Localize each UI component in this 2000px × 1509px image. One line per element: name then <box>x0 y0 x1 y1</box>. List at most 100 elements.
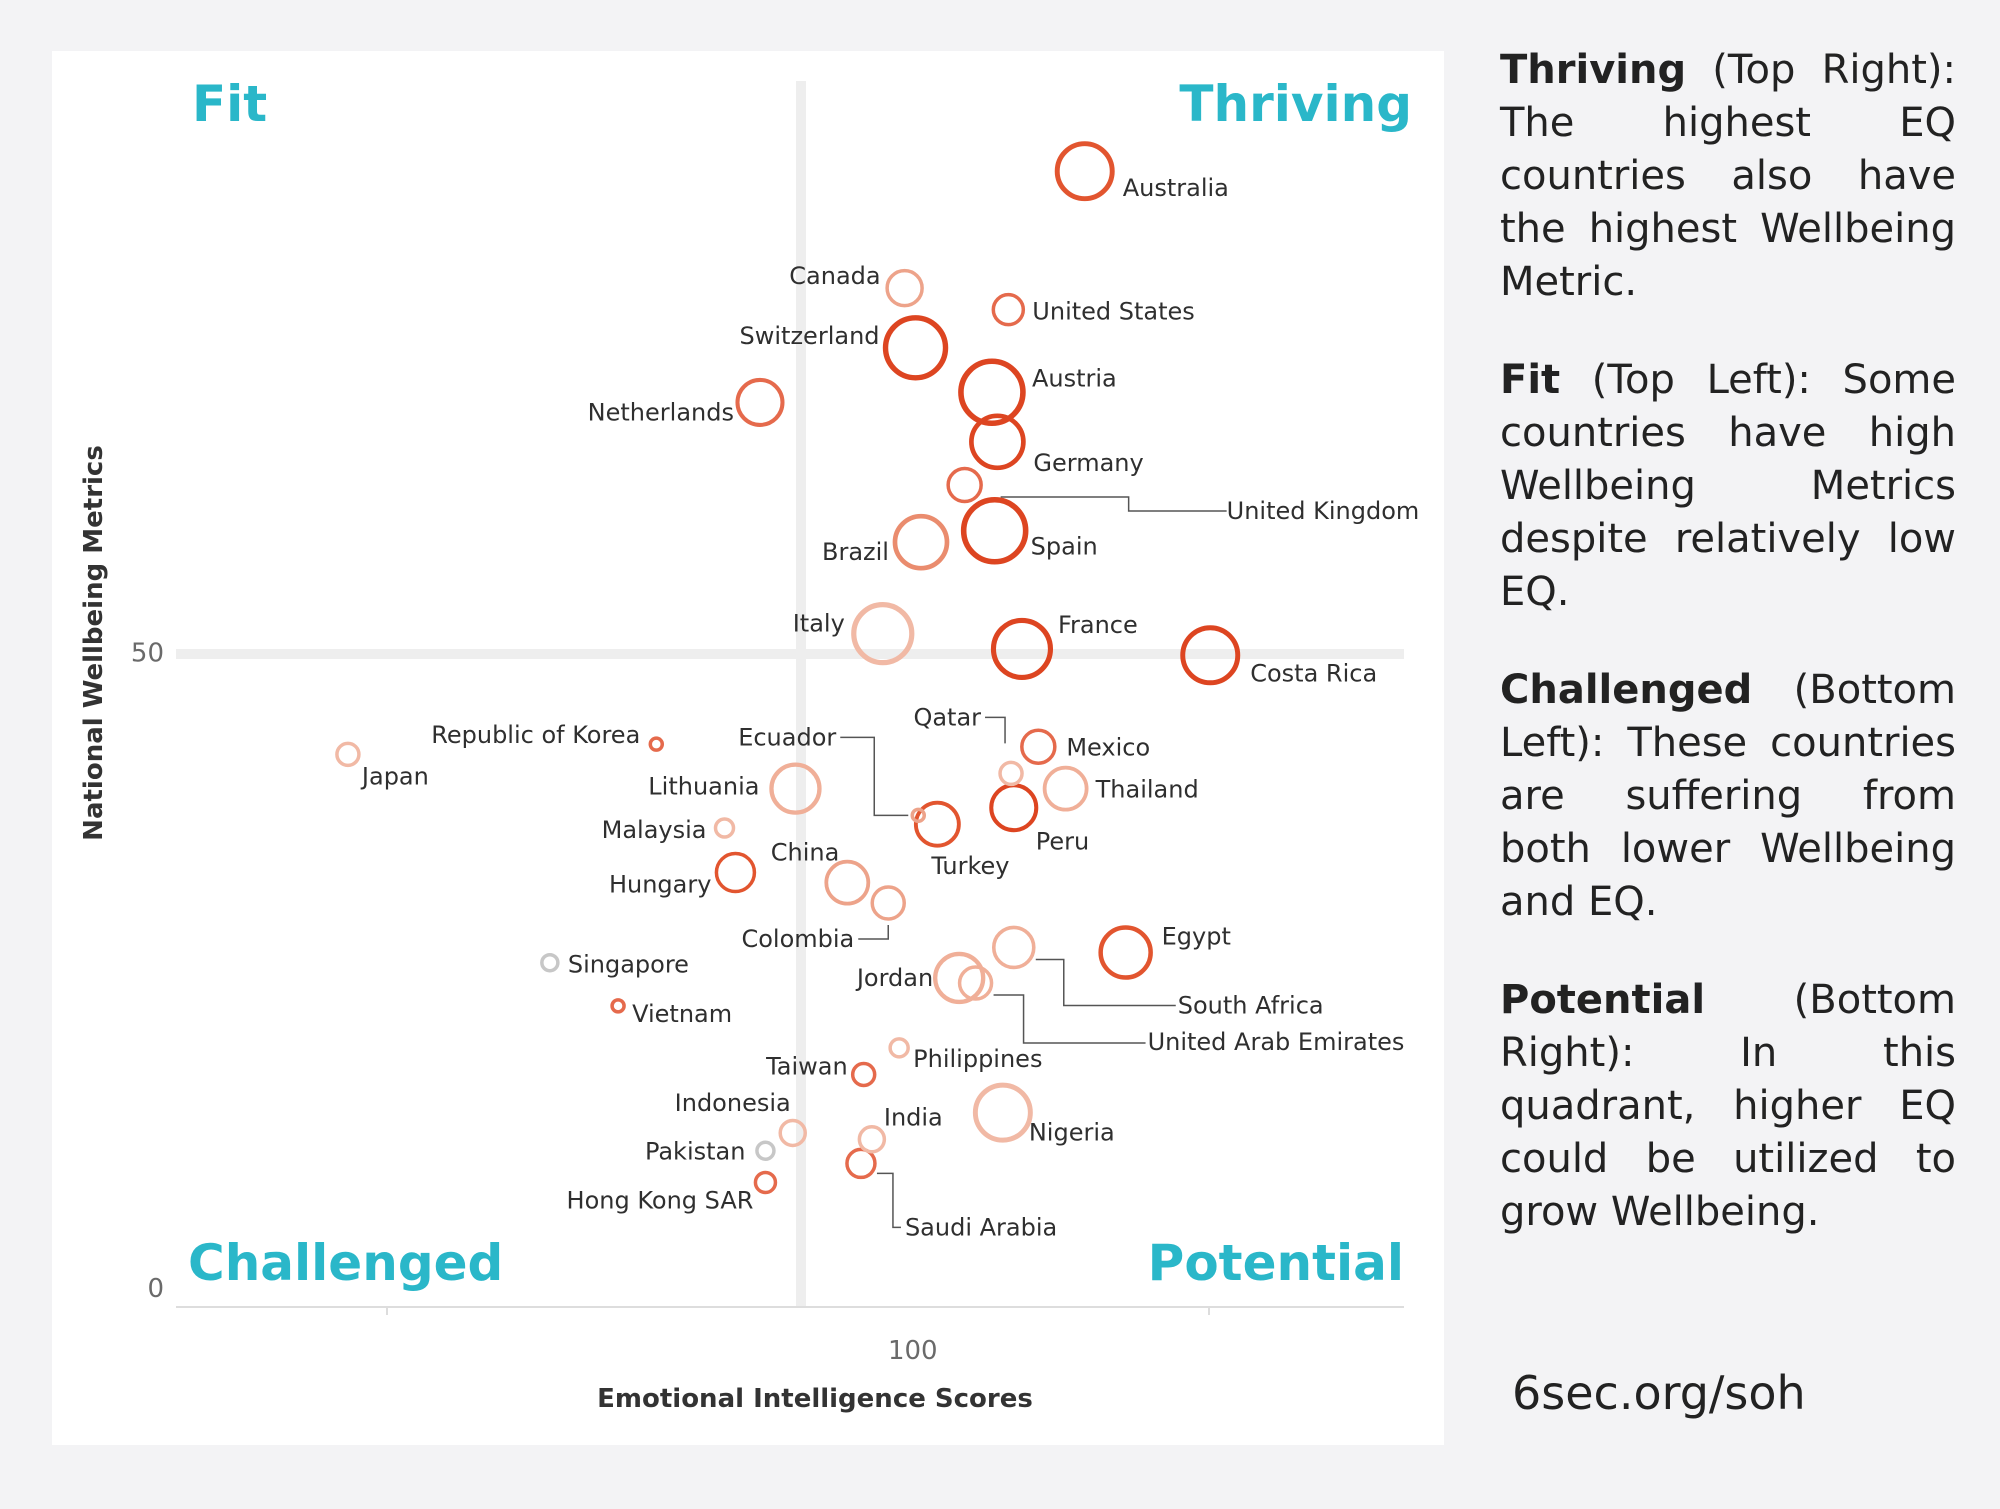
country-label-egypt: Egypt <box>1162 923 1231 951</box>
country-label-netherlands: Netherlands <box>588 398 734 426</box>
leader-lines <box>840 496 1227 1229</box>
bubble-hungary[interactable] <box>714 851 757 894</box>
quadrant-descriptions: Thriving (Top Right): The highest EQ cou… <box>1500 44 1956 1284</box>
country-label-hong-kong-sar: Hong Kong SAR <box>567 1186 754 1214</box>
bubble-vietnam[interactable] <box>610 998 626 1014</box>
quadrant-top-left-label: Fit <box>192 75 267 133</box>
fit-term: Fit <box>1500 357 1561 403</box>
country-label-lithuania: Lithuania <box>648 773 759 801</box>
country-label-vietnam: Vietnam <box>632 1000 732 1028</box>
country-label-ecuador: Ecuador <box>738 723 836 751</box>
bubble-republic-of-korea[interactable] <box>648 736 665 752</box>
bubble-germany[interactable] <box>969 413 1026 471</box>
bubble-egypt[interactable] <box>1098 925 1153 980</box>
country-label-jordan: Jordan <box>855 964 933 992</box>
bubble-brazil[interactable] <box>892 513 950 571</box>
thriving-description: Thriving (Top Right): The highest EQ cou… <box>1500 44 1956 309</box>
chart-panel: Fit Thriving Challenged Potential 100 0 50… <box>52 51 1444 1445</box>
y-tick-label-0: 0 <box>147 1274 164 1304</box>
bubble-united-arab-emirates[interactable] <box>957 965 994 1001</box>
country-label-singapore: Singapore <box>568 951 689 979</box>
country-label-united-kingdom: United Kingdom <box>1227 497 1420 525</box>
bubble-india[interactable] <box>857 1125 887 1154</box>
country-label-india: India <box>884 1103 943 1131</box>
bubble-south-africa[interactable] <box>991 925 1036 970</box>
country-labels: Australia Canada United States Switzerland A… <box>360 174 1419 1241</box>
bubble-saudi-arabia[interactable] <box>845 1147 877 1180</box>
bubble-lithuania[interactable] <box>769 762 822 815</box>
bubble-austria[interactable] <box>958 358 1026 427</box>
bubble-nigeria[interactable] <box>972 1082 1033 1143</box>
bubble-malaysia[interactable] <box>713 817 736 839</box>
bubble-pakistan[interactable] <box>755 1140 776 1161</box>
country-label-mexico: Mexico <box>1066 734 1150 762</box>
bubble-hong-kong-sar[interactable] <box>753 1170 778 1195</box>
leader-line-colombia <box>858 924 889 940</box>
bubble-turkey[interactable] <box>913 800 961 848</box>
country-label-republic-of-korea: Republic of Korea <box>431 721 640 749</box>
bubble-spain[interactable] <box>960 496 1029 565</box>
bubble-united-kingdom[interactable] <box>946 466 983 504</box>
country-label-spain: Spain <box>1031 533 1098 561</box>
country-label-switzerland: Switzerland <box>740 322 880 350</box>
bubble-peru[interactable] <box>989 783 1039 833</box>
bubble-taiwan[interactable] <box>850 1061 877 1088</box>
country-label-china: China <box>771 839 840 867</box>
fit-description: Fit (Top Left): Some countries have high… <box>1500 354 1956 619</box>
quadrant-bottom-right-label: Potential <box>1148 1234 1404 1292</box>
bubble-thailand[interactable] <box>1042 765 1089 812</box>
country-label-austria: Austria <box>1032 364 1117 392</box>
axis-ticks: 100 0 50 <box>131 639 938 1366</box>
country-label-united-states: United States <box>1032 298 1195 326</box>
leader-line-qatar <box>985 716 1006 744</box>
potential-description: Potential (Bottom Right): In this quadra… <box>1500 974 1956 1239</box>
bubble-jordan[interactable] <box>933 951 986 1005</box>
country-label-south-africa: South Africa <box>1178 991 1324 1019</box>
bubble-chart: Fit Thriving Challenged Potential 100 0 50… <box>79 75 1419 1414</box>
country-label-colombia: Colombia <box>741 925 854 953</box>
country-label-taiwan: Taiwan <box>765 1053 848 1081</box>
thriving-text: (Top Right): The highest EQ countries al… <box>1500 47 1956 305</box>
bubble-qatar[interactable] <box>998 760 1024 787</box>
fit-text: (Top Left): Some countries have high Wel… <box>1500 357 1956 615</box>
bubble-indonesia[interactable] <box>778 1118 807 1148</box>
country-label-costa-rica: Costa Rica <box>1250 659 1377 687</box>
leader-line-united-kingdom <box>1000 496 1227 512</box>
bubble-japan[interactable] <box>335 741 361 768</box>
country-label-qatar: Qatar <box>913 703 981 731</box>
bubble-switzerland[interactable] <box>882 315 949 381</box>
bubble-colombia[interactable] <box>870 885 906 921</box>
bubble-netherlands[interactable] <box>735 377 785 427</box>
country-label-saudi-arabia: Saudi Arabia <box>905 1213 1057 1241</box>
bubble-canada[interactable] <box>885 268 924 308</box>
country-label-peru: Peru <box>1036 828 1089 856</box>
country-label-turkey: Turkey <box>930 852 1009 880</box>
bubble-australia[interactable] <box>1054 141 1115 202</box>
bubble-philippines[interactable] <box>888 1037 910 1059</box>
country-label-japan: Japan <box>360 762 429 790</box>
country-label-brazil: Brazil <box>822 538 889 566</box>
bubble-singapore[interactable] <box>540 952 560 973</box>
challenged-description: Challenged (Bottom Left): These countrie… <box>1500 664 1956 929</box>
leader-line-united-arab-emirates <box>993 994 1146 1044</box>
reference-lines <box>176 81 1404 1315</box>
bubble-ecuador[interactable] <box>910 807 927 824</box>
y-axis-title: National Wellbeing Metrics <box>79 445 109 841</box>
bubble-costa-rica[interactable] <box>1180 625 1241 686</box>
bubble-united-states[interactable] <box>991 292 1026 327</box>
leader-line-south-africa <box>1035 958 1176 1007</box>
country-label-thailand: Thailand <box>1095 776 1199 804</box>
bubble-china[interactable] <box>824 859 871 906</box>
bubble-mexico[interactable] <box>1020 728 1057 765</box>
country-label-hungary: Hungary <box>609 871 711 899</box>
potential-term: Potential <box>1500 977 1706 1023</box>
country-label-australia: Australia <box>1123 174 1229 202</box>
leader-line-ecuador <box>840 736 909 817</box>
source-url[interactable]: 6sec.org/soh <box>1512 1366 1806 1420</box>
bubble-france[interactable] <box>990 617 1054 680</box>
country-label-malaysia: Malaysia <box>602 816 707 844</box>
quadrant-bottom-left-label: Challenged <box>188 1234 503 1292</box>
country-label-germany: Germany <box>1033 449 1143 477</box>
country-label-indonesia: Indonesia <box>675 1089 791 1117</box>
bubble-italy[interactable] <box>851 602 915 666</box>
